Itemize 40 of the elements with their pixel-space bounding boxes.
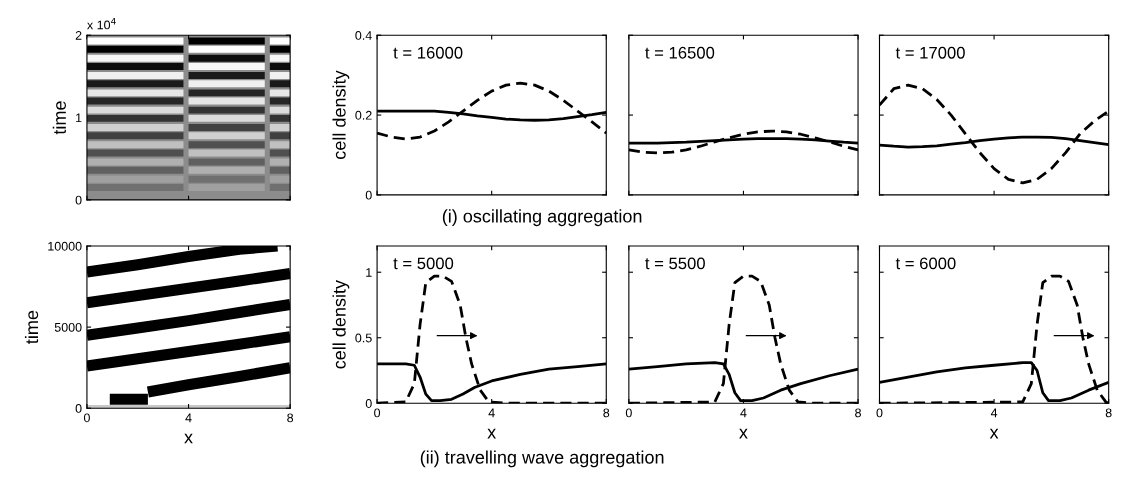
- x-tick-label: 0: [374, 408, 381, 418]
- x-tick-label: 0: [83, 413, 90, 423]
- x-axis-title: x: [739, 428, 748, 439]
- y-tick-label: 10000: [48, 241, 82, 251]
- x-tick-label: 0: [625, 408, 632, 418]
- y-tick-label: 0.2: [355, 110, 372, 120]
- annotation: t = 5000: [393, 257, 454, 270]
- y-tick-label: 0: [365, 190, 372, 200]
- annotation: t = 16000: [393, 46, 463, 59]
- x-tick-label: 4: [740, 408, 747, 418]
- y-tick-label: 0: [75, 195, 82, 205]
- x-tick-label: 4: [488, 408, 495, 418]
- x-axis-title: x: [487, 428, 496, 439]
- x-tick-label: 4: [990, 408, 998, 418]
- y-axis-title: cell density: [332, 280, 350, 369]
- x-tick-label: 8: [1105, 408, 1112, 418]
- y-axis-title: cell density: [332, 70, 350, 159]
- x-tick-label: 8: [287, 413, 294, 423]
- annotation: t = 6000: [895, 257, 956, 270]
- y-tick-label: 0: [365, 399, 372, 408]
- y-tick-label: 5000: [54, 322, 82, 332]
- text: (ii) travelling wave aggregation: [420, 450, 664, 468]
- annotation: t = 5500: [645, 257, 705, 270]
- text: x 10$^{4}$: [87, 18, 116, 30]
- y-tick-label: 0.5: [355, 333, 372, 343]
- y-tick-label: 1: [76, 113, 82, 123]
- y-axis-title: time: [24, 310, 39, 344]
- y-tick-label: 0.4: [355, 31, 372, 40]
- y-tick-label: 2: [75, 31, 82, 40]
- x-tick-label: 8: [855, 408, 861, 418]
- annotation: t = 16500: [645, 46, 715, 59]
- x-axis-title: x: [184, 433, 193, 444]
- y-tick-label: 1: [366, 268, 372, 277]
- x-tick-label: 8: [603, 408, 610, 418]
- text: (i) oscillating aggregation: [442, 209, 642, 227]
- y-axis-title: time: [52, 101, 66, 135]
- annotation: t = 17000: [895, 46, 965, 59]
- x-tick-label: 4: [185, 413, 192, 423]
- x-axis-title: x: [989, 428, 999, 439]
- x-tick-label: 0: [876, 408, 883, 418]
